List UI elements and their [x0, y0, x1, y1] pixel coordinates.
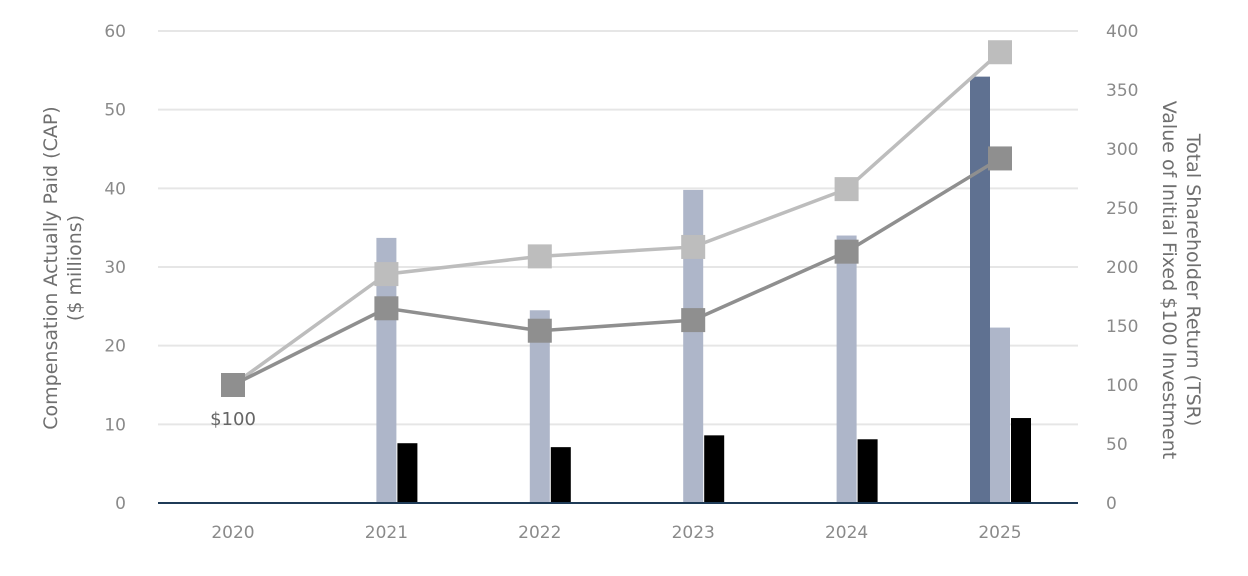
- bar: [550, 447, 571, 503]
- gridlines: [158, 30, 1078, 426]
- point-marker: [527, 244, 552, 269]
- bar: [397, 443, 418, 503]
- right-tick-label: 100: [1106, 376, 1138, 396]
- point-marker: [374, 262, 399, 287]
- point-marker: [681, 234, 706, 259]
- x-tick-label: 2022: [518, 523, 561, 543]
- bar: [836, 235, 857, 504]
- series-line: [232, 156, 1001, 387]
- left-tick-label: 40: [104, 179, 126, 199]
- tsr-lines: [221, 40, 1012, 397]
- point-marker: [681, 308, 706, 333]
- left-tick-label: 10: [104, 415, 126, 435]
- right-tick-label: 0: [1106, 494, 1117, 514]
- right-tick-label: 200: [1106, 258, 1138, 278]
- right-tick-label: 350: [1106, 81, 1138, 101]
- point-marker: [834, 239, 859, 264]
- point-marker: [834, 177, 859, 202]
- left-axis-title-line2: ($ millions): [64, 215, 86, 321]
- bar: [683, 189, 704, 503]
- bar: [704, 435, 725, 503]
- bar: [529, 310, 550, 503]
- left-tick-label: 20: [104, 337, 126, 357]
- left-axis-title-line1: Compensation Actually Paid (CAP): [40, 106, 62, 429]
- point-marker: [988, 146, 1012, 171]
- right-tick-label: 150: [1106, 317, 1138, 337]
- point-marker: [374, 296, 399, 321]
- left-tick-label: 50: [104, 101, 126, 121]
- x-tick-label: 2020: [211, 523, 254, 543]
- left-tick-label: 0: [115, 494, 126, 514]
- x-tick-label: 2023: [672, 523, 715, 543]
- bar: [990, 327, 1010, 503]
- bar: [970, 76, 990, 504]
- point-marker: [221, 373, 245, 397]
- point-marker: [988, 40, 1012, 65]
- right-tick-label: 400: [1106, 22, 1138, 42]
- bars: [376, 76, 1031, 504]
- left-tick-label: 60: [104, 22, 126, 42]
- right-tick-label: 300: [1106, 140, 1138, 160]
- right-axis-title-line2: Value of Initial Fixed $100 Investment: [1158, 101, 1180, 459]
- start-value-annotation: $100: [210, 409, 256, 430]
- tick-labels: 0 10 20 30 40 50 60 0 50 100 150 200 250 300 350 400 202…: [104, 22, 1138, 543]
- series-line: [231, 50, 1002, 387]
- bar: [1011, 418, 1031, 503]
- x-tick-label: 2024: [825, 523, 868, 543]
- x-tick-label: 2025: [978, 523, 1021, 543]
- right-tick-label: 50: [1106, 435, 1128, 455]
- x-tick-label: 2021: [365, 523, 408, 543]
- bar: [857, 439, 878, 503]
- right-tick-label: 250: [1106, 199, 1138, 219]
- left-tick-label: 30: [104, 258, 126, 278]
- point-marker: [527, 318, 552, 343]
- right-axis-title-line1: Total Shareholder Return (TSR): [1182, 133, 1204, 427]
